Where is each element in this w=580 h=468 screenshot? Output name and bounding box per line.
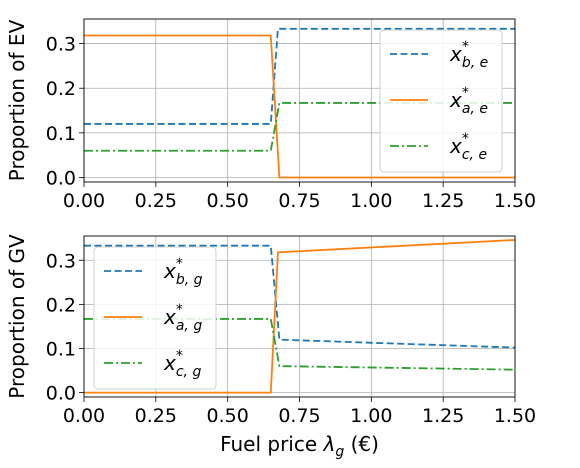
legend-box — [93, 246, 217, 390]
x-tick-label: 1.25 — [422, 190, 464, 212]
x-tick-label: 1.00 — [350, 190, 392, 212]
legend: x* b, e x* a, e x* c, e — [379, 29, 503, 173]
x-tick-label: 0.50 — [207, 405, 249, 427]
series-line-1 — [84, 34, 515, 179]
legend: x* b, g x* a, g x* c, g — [93, 246, 217, 390]
x-tick-label: 0.75 — [278, 190, 320, 212]
plot-frame — [83, 18, 516, 183]
legend-label-1: x* a, e — [449, 85, 488, 117]
x-tick-label: 0.25 — [135, 190, 177, 212]
x-tick-label: 0.00 — [63, 405, 105, 427]
y-tick-label: 0.0 — [46, 383, 76, 405]
y-tick-label: 0.1 — [46, 338, 76, 360]
legend-label-1: x* a, g — [163, 302, 202, 334]
y-tick-label: 0.3 — [46, 250, 76, 272]
gv-panel: 0.00 0.25 0.50 0.75 1.00 1.25 1.50 0.0 0.1 0.2 0.3… — [5, 234, 536, 460]
legend-label-0: x* b, e — [449, 39, 488, 71]
x-tick-label: 0.25 — [135, 405, 177, 427]
y-tick-label: 0.2 — [46, 78, 76, 100]
ev-panel: 0.00 0.25 0.50 0.75 1.00 1.25 1.50 0.0 0.1 0.2 0.3… — [5, 18, 536, 212]
series-line-1 — [84, 239, 515, 394]
x-tick-label: 0.50 — [207, 190, 249, 212]
x-tick-label: 1.25 — [422, 405, 464, 427]
x-tick-label: 0.00 — [63, 190, 105, 212]
x-tick-label: 1.50 — [494, 405, 536, 427]
y-axis-label: Proportion of GV — [5, 234, 29, 399]
legend-label-2: x* c, e — [449, 131, 487, 163]
y-tick-label: 0.1 — [46, 123, 76, 145]
series-line-0 — [84, 27, 515, 125]
legend-box — [379, 29, 503, 173]
legend-label-2: x* c, g — [163, 348, 201, 380]
y-tick-label: 0.2 — [46, 294, 76, 316]
x-tick-label: 1.50 — [494, 190, 536, 212]
y-tick-label: 0.3 — [46, 34, 76, 56]
plot-frame — [83, 235, 516, 398]
y-axis-label: Proportion of EV — [5, 19, 29, 181]
legend-label-0: x* b, g — [163, 256, 203, 288]
y-tick-label: 0.0 — [46, 168, 76, 190]
x-tick-label: 1.00 — [350, 405, 392, 427]
x-tick-label: 0.75 — [278, 405, 320, 427]
x-axis-label: Fuel price λg (€) — [220, 432, 379, 460]
